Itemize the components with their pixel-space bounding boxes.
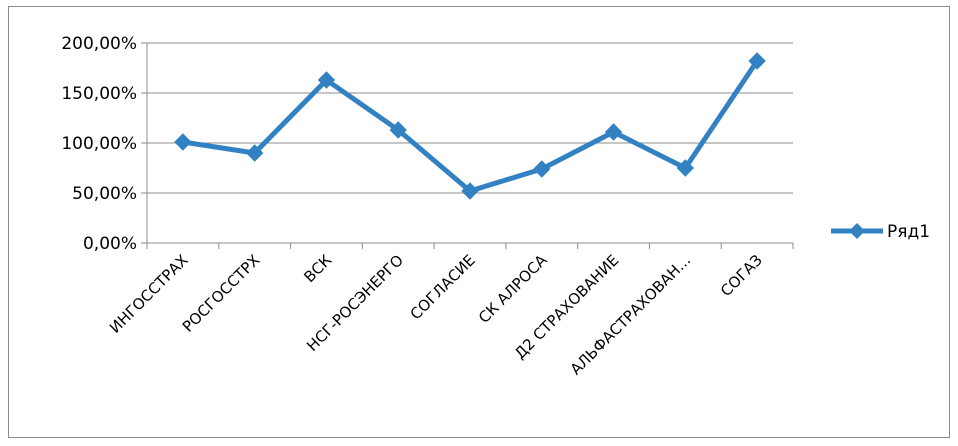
x-tick-label: СК АЛРОСА	[475, 251, 551, 327]
series-line	[180, 58, 760, 194]
data-point-marker	[389, 121, 407, 139]
data-point-marker	[533, 160, 551, 178]
chart-frame: 0,00% 50,00% 100,00% 150,00% 200,00% ИНГОССТ…	[8, 6, 950, 438]
y-axis: 0,00% 50,00% 100,00% 150,00% 200,00%	[61, 34, 148, 254]
legend-marker	[849, 223, 865, 239]
data-point-marker	[317, 71, 336, 89]
y-tick-label: 150,00%	[61, 84, 137, 104]
line-chart: 0,00% 50,00% 100,00% 150,00% 200,00% ИНГОССТ…	[61, 34, 930, 379]
legend-label: Ряд1	[887, 222, 930, 242]
data-point-marker	[604, 123, 623, 141]
x-tick-label: СОГАЗ	[717, 251, 766, 300]
x-tick-label: АЛЬФАСТРАХОВАН...	[567, 251, 694, 378]
gridlines	[147, 42, 793, 194]
data-point-marker	[748, 52, 766, 70]
y-tick-label: 50,00%	[72, 184, 137, 204]
data-point-marker	[174, 133, 192, 151]
legend: Ряд1	[831, 222, 930, 242]
data-point-marker	[461, 182, 479, 200]
x-tick-label: СОГЛАСИЕ	[407, 251, 479, 323]
series-layer	[174, 52, 766, 200]
y-tick-label: 100,00%	[61, 134, 137, 154]
y-tick-label: 200,00%	[61, 34, 137, 54]
y-tick-label: 0,00%	[83, 234, 137, 254]
x-tick-label: ВСК	[300, 251, 335, 286]
data-point-marker	[245, 144, 264, 162]
data-point-marker	[676, 159, 695, 177]
